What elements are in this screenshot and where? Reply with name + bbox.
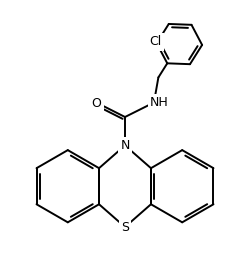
Text: N: N [120,139,130,152]
Text: O: O [92,97,102,110]
Text: Cl: Cl [149,35,162,48]
Text: S: S [121,220,129,234]
Text: NH: NH [150,96,169,109]
